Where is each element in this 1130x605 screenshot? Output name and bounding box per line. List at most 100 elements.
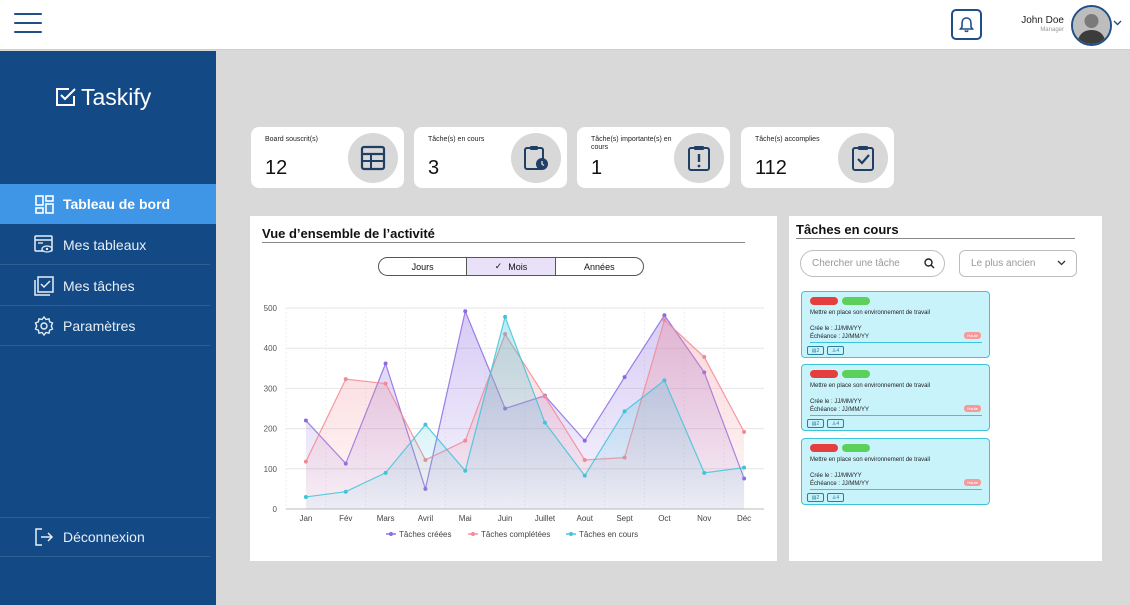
segment-years[interactable]: Années (584, 261, 615, 272)
divider (810, 415, 982, 416)
x-tick-label: Mars (377, 514, 395, 523)
x-tick-label: Nov (697, 514, 711, 523)
sidebar-item-boards[interactable]: Mes tableaux (0, 225, 210, 265)
task-created: Crée le : JJ/MM/YY (810, 399, 862, 405)
activity-chart: 0 100 200 300 400 500 Jan Fév Mars Avril Mai Juin Ju… (264, 304, 764, 539)
menu-icon[interactable] (14, 13, 42, 35)
stat-card-completed[interactable]: Tâche(s) accomplies 112 (741, 127, 894, 188)
top-bar: John Doe Manager (0, 0, 1130, 50)
x-tick-label: Oct (658, 514, 671, 523)
data-point (343, 377, 348, 382)
stat-label: Tâche(s) accomplies (755, 136, 820, 143)
avatar[interactable] (1071, 5, 1112, 46)
chevron-down-icon[interactable] (1113, 18, 1122, 29)
sort-select[interactable]: Le plus ancien (959, 250, 1077, 277)
data-point (503, 314, 508, 319)
comments-count: ▤ 2 (807, 493, 824, 502)
x-tick-label: Déc (737, 514, 751, 523)
data-point (303, 418, 308, 423)
x-tick-label: Mai (459, 514, 472, 523)
tasks-icon (34, 275, 54, 296)
task-card[interactable]: Mettre en place son environnement de tra… (801, 291, 990, 358)
segment-months[interactable]: ✓ Mois (467, 258, 556, 275)
data-point (662, 318, 667, 323)
legend-marker (471, 532, 475, 536)
search-icon[interactable] (924, 258, 935, 272)
data-point (582, 457, 587, 462)
green-label-pill (842, 370, 870, 378)
table-icon (348, 133, 398, 183)
data-point (303, 494, 308, 499)
stat-value: 3 (428, 157, 440, 179)
data-point (463, 309, 468, 314)
sidebar-item-settings[interactable]: Paramètres (0, 306, 210, 346)
y-tick-label: 0 (273, 505, 278, 514)
data-point (622, 409, 627, 414)
boards-icon (34, 235, 54, 255)
task-created: Crée le : JJ/MM/YY (810, 326, 862, 332)
data-point (662, 378, 667, 383)
user-role: Manager (1040, 27, 1064, 33)
search-placeholder: Chercher une tâche (812, 258, 900, 269)
gear-icon (34, 315, 54, 336)
clipboard-check-icon (838, 133, 888, 183)
data-point (702, 355, 707, 360)
data-point (622, 375, 627, 380)
logout-label: Déconnexion (63, 529, 145, 545)
stat-card-important[interactable]: Tâche(s) importante(s) en cours 1 (577, 127, 730, 188)
legend-label: Tâches complétées (481, 530, 550, 539)
tasks-panel: Tâches en cours Chercher une tâche Le pl… (789, 216, 1102, 561)
x-tick-label: Juin (498, 514, 513, 523)
notification-bell-icon[interactable] (951, 9, 982, 40)
data-point (463, 438, 468, 443)
green-label-pill (842, 444, 870, 452)
checkbox-logo-icon (56, 88, 76, 106)
legend-marker (569, 532, 573, 536)
task-card[interactable]: Mettre en place son environnement de tra… (801, 438, 990, 505)
logo[interactable]: Taskify (54, 84, 151, 110)
sidebar-item-dashboard[interactable]: Tableau de bord (0, 184, 216, 224)
tasks-title: Tâches en cours (796, 222, 899, 237)
search-input[interactable]: Chercher une tâche (800, 250, 945, 277)
legend-label: Tâches en cours (579, 530, 638, 539)
green-label-pill (842, 297, 870, 305)
y-tick-label: 400 (264, 344, 278, 353)
y-tick-label: 300 (264, 384, 278, 393)
task-description: Mettre en place son environnement de tra… (810, 383, 931, 389)
task-description: Mettre en place son environnement de tra… (810, 310, 931, 316)
x-tick-label: Fév (339, 514, 352, 523)
logout-button[interactable]: Déconnexion (0, 517, 210, 557)
divider (796, 238, 1075, 239)
members-count: ♙ 4 (827, 419, 844, 428)
task-created: Crée le : JJ/MM/YY (810, 473, 862, 479)
y-tick-label: 500 (264, 304, 278, 313)
legend-marker (389, 532, 393, 536)
red-label-pill (810, 370, 838, 378)
comment-icon: ▤ (811, 494, 817, 501)
user-name: John Doe (1021, 15, 1064, 26)
period-segmented-control: Jours ✓ Mois Années (378, 257, 644, 276)
divider (810, 342, 982, 343)
alert-icon (674, 133, 724, 183)
data-point (742, 465, 747, 470)
series-line (305, 314, 745, 498)
comments-count: ▤ 2 (807, 346, 824, 355)
data-point (542, 420, 547, 425)
data-point (463, 468, 468, 473)
stat-value: 1 (591, 157, 603, 179)
sidebar-item-label: Mes tâches (63, 277, 135, 294)
segment-label: Mois (508, 261, 528, 272)
stat-label: Tâche(s) importante(s) en cours (591, 136, 672, 151)
task-card[interactable]: Mettre en place son environnement de tra… (801, 364, 990, 431)
segment-days[interactable]: Jours (379, 258, 468, 275)
stat-card-boards[interactable]: Board souscrit(s) 12 (251, 127, 404, 188)
y-tick-label: 100 (264, 465, 278, 474)
x-tick-label: Juillet (535, 514, 556, 523)
sidebar-item-tasks[interactable]: Mes tâches (0, 266, 210, 306)
series-line (305, 318, 745, 462)
x-tick-label: Sept (616, 514, 633, 523)
y-tick-label: 200 (264, 425, 278, 434)
stat-card-in-progress[interactable]: Tâche(s) en cours 3 (414, 127, 567, 188)
data-point (582, 473, 587, 478)
red-label-pill (810, 297, 838, 305)
